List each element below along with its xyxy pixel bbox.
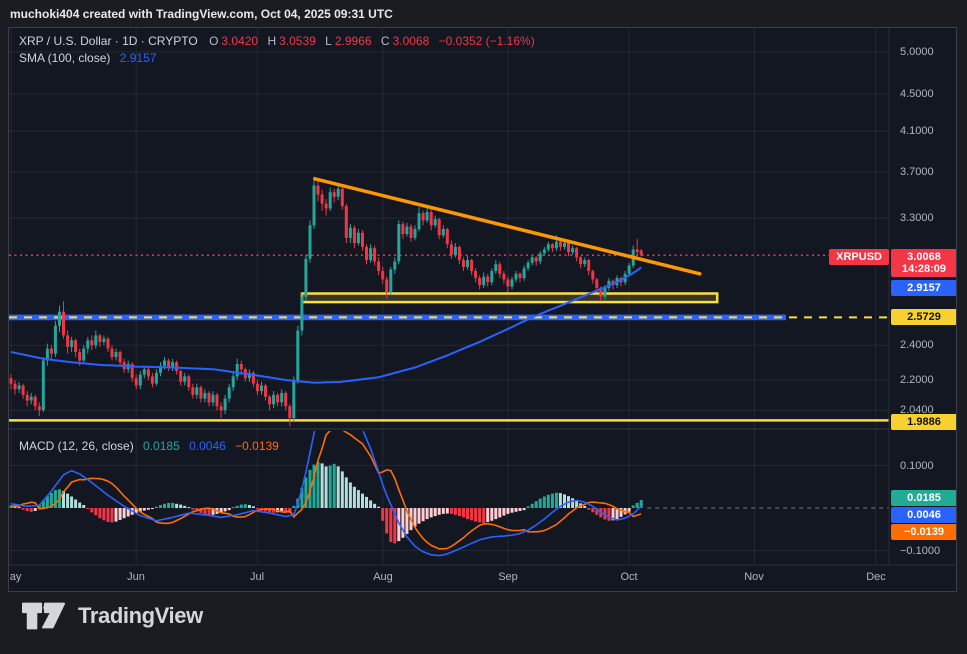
- tradingview-logo-icon: [22, 602, 66, 630]
- last-price-badge: 3.0068 14:28:09: [891, 249, 956, 277]
- macd-tick[interactable]: 0.1000: [900, 460, 934, 472]
- month-label-sep[interactable]: Sep: [498, 571, 518, 583]
- symbol-title: XRP / U.S. Dollar · 1D · CRYPTO: [19, 34, 198, 48]
- macd-signal-value: −0.0139: [235, 439, 279, 453]
- price-tick[interactable]: 2.2000: [900, 374, 934, 386]
- close-value: C 3.0068: [380, 34, 430, 48]
- support-zone-box[interactable]: [300, 292, 719, 304]
- macd-line-badge: 0.0046: [891, 507, 956, 523]
- symbol-legend[interactable]: XRP / U.S. Dollar · 1D · CRYPTO O 3.0420 …: [19, 34, 538, 48]
- symbol-price-tag: XRPUSD: [829, 249, 889, 265]
- macd-hist-value: 0.0185: [143, 439, 180, 453]
- macd-label: MACD (12, 26, close): [19, 439, 134, 453]
- macd-tick[interactable]: −0.1000: [900, 545, 941, 557]
- sma-value: 2.9157: [119, 51, 157, 65]
- sma-legend[interactable]: SMA (100, close) 2.9157: [19, 51, 159, 65]
- month-label-dec[interactable]: Dec: [866, 571, 886, 583]
- month-label-may[interactable]: May: [9, 571, 22, 583]
- month-label-oct[interactable]: Oct: [620, 571, 638, 583]
- price-tick[interactable]: 2.4000: [900, 339, 934, 351]
- grid-lines: [9, 28, 889, 565]
- level-2572-badge: 2.5729: [891, 309, 956, 325]
- macd-legend[interactable]: MACD (12, 26, close) 0.0185 0.0046 −0.01…: [19, 439, 282, 453]
- month-label-aug[interactable]: Aug: [373, 571, 393, 583]
- candles-layer[interactable]: [9, 176, 643, 427]
- month-label-jun[interactable]: Jun: [127, 571, 145, 583]
- month-label-jul[interactable]: Jul: [249, 571, 265, 583]
- macd-line: [10, 431, 642, 557]
- price-tick[interactable]: 4.5000: [900, 88, 934, 100]
- high-value: H 3.0539: [267, 34, 316, 48]
- sma-100-line[interactable]: [10, 266, 642, 384]
- price-tick[interactable]: 2.0400: [900, 404, 934, 416]
- price-tick[interactable]: 4.1000: [900, 125, 934, 137]
- blue-support-band[interactable]: [9, 314, 786, 321]
- sma-price-badge: 2.9157: [891, 280, 956, 296]
- macd-signal-badge: −0.0139: [891, 524, 956, 540]
- price-tick[interactable]: 5.0000: [900, 46, 934, 58]
- chart-canvas[interactable]: [9, 28, 956, 591]
- attribution-text: muchoki404 created with TradingView.com,…: [10, 7, 393, 21]
- macd-line-value: 0.0046: [189, 439, 226, 453]
- month-label-nov[interactable]: Nov: [744, 571, 764, 583]
- price-tick[interactable]: 3.7000: [900, 166, 934, 178]
- macd-signal-line: [10, 431, 642, 550]
- descending-trendline[interactable]: [313, 177, 702, 276]
- low-value: L 2.9966: [325, 34, 372, 48]
- macd-hist-badge: 0.0185: [891, 490, 956, 506]
- sma-label: SMA (100, close): [19, 51, 111, 65]
- macd-histogram: [9, 462, 643, 544]
- tradingview-logo[interactable]: TradingView: [22, 601, 203, 631]
- price-tick[interactable]: 3.3000: [900, 212, 934, 224]
- change-value: −0.0352 (−1.16%): [438, 34, 535, 48]
- open-value: O 3.0420: [209, 34, 259, 48]
- tradingview-logo-text: TradingView: [78, 603, 203, 628]
- chart-widget: XRP / U.S. Dollar · 1D · CRYPTO O 3.0420 …: [8, 27, 957, 592]
- level-1988-badge: 1.9886: [891, 414, 956, 430]
